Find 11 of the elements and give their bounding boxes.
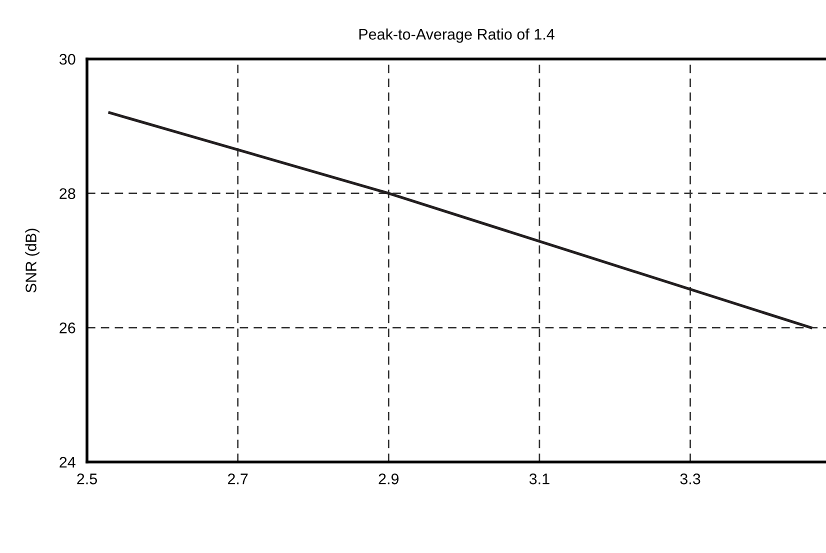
x-tick-label: 3.1 <box>529 474 550 484</box>
x-tick-label: 3.3 <box>680 474 700 484</box>
y-tick-label: 30 <box>59 54 76 65</box>
x-tick-label: 2.5 <box>77 474 97 484</box>
y-tick-label: 28 <box>60 188 76 200</box>
chart-title: Peak-to-Average Ratio of 1.4 <box>359 28 554 43</box>
y-tick-label: 26 <box>60 322 76 334</box>
x-tick-label: 2.9 <box>378 474 399 484</box>
y-axis-title: SNR (dB) <box>25 228 40 292</box>
x-tick-label: 2.7 <box>228 474 248 484</box>
y-tick-label: 24 <box>60 456 76 468</box>
